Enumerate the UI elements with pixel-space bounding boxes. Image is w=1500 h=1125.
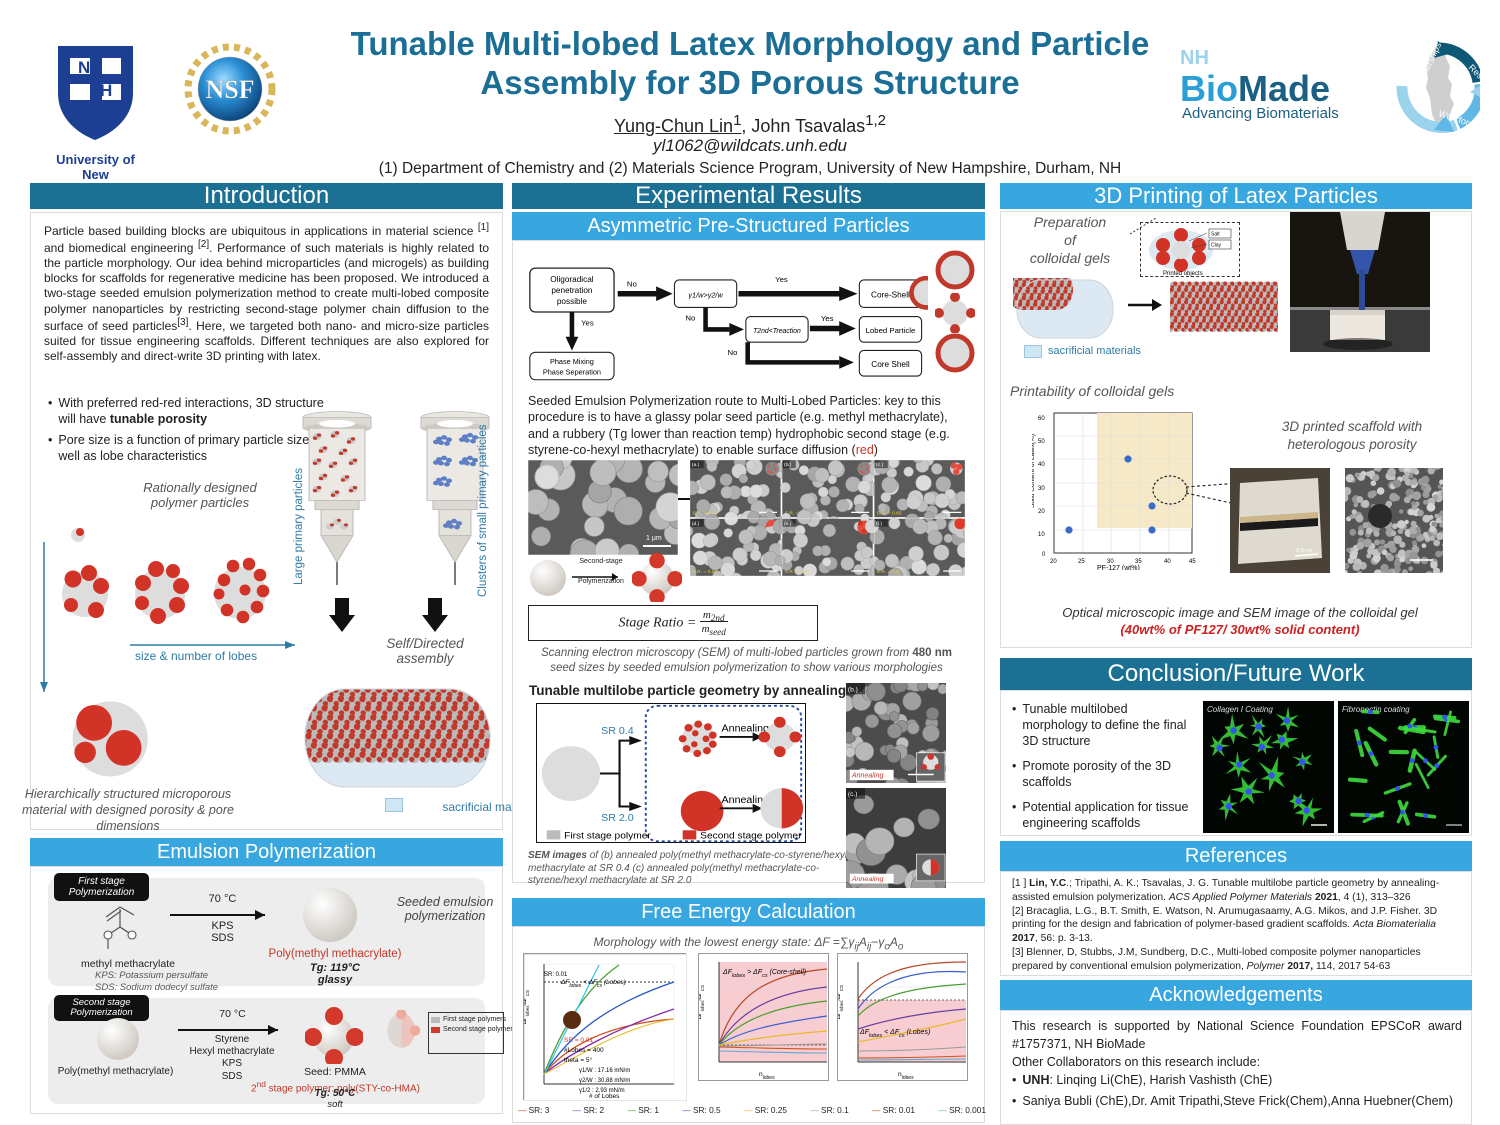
svg-text:nlobes: nlobes xyxy=(898,1071,914,1081)
svg-text:25: 25 xyxy=(1078,559,1085,565)
svg-text:Printed objects: Printed objects xyxy=(1163,271,1203,277)
svg-text:NH: NH xyxy=(1180,47,1209,69)
svg-text:Oligoradical: Oligoradical xyxy=(550,275,594,284)
svg-text:50: 50 xyxy=(1038,439,1045,445)
svg-text:Core Shell: Core Shell xyxy=(871,360,910,369)
svg-text:Phase Seperation: Phase Seperation xyxy=(543,367,601,376)
svg-text:SR: 0.01: SR: 0.01 xyxy=(544,972,568,978)
svg-text:S.R. = 0.80: S.R. = 0.80 xyxy=(692,569,717,575)
svg-text:Second stage polymer: Second stage polymer xyxy=(700,831,802,842)
svg-text:BioMade: BioMade xyxy=(1180,68,1330,109)
svg-text:PF-127 (wt%): PF-127 (wt%) xyxy=(1097,565,1140,570)
svg-text:ΔFlobes/ΔFCS: ΔFlobes/ΔFCS xyxy=(838,985,844,1019)
svg-text:S.R. = 0.65: S.R. = 0.65 xyxy=(877,510,902,516)
svg-text:γ1/w>γ2/w: γ1/w>γ2/w xyxy=(688,290,723,299)
svg-text:40: 40 xyxy=(1164,559,1171,565)
svg-text:Yes: Yes xyxy=(821,314,834,323)
svg-text:No: No xyxy=(685,313,695,322)
svg-text:size & number of lobes: size & number of lobes xyxy=(135,649,257,663)
svg-text:45: 45 xyxy=(1189,559,1196,565)
svg-text:30: 30 xyxy=(1038,486,1045,492)
svg-text:(c.): (c.) xyxy=(876,462,884,468)
svg-text:(f.): (f.) xyxy=(876,521,882,527)
svg-text:penetration: penetration xyxy=(551,286,593,295)
svg-text:γ1/W : 17.16 mN/m: γ1/W : 17.16 mN/m xyxy=(579,1068,630,1074)
svg-text:(c.): (c.) xyxy=(848,791,858,798)
svg-text:No: No xyxy=(728,348,738,357)
svg-text:Collagen I Coating: Collagen I Coating xyxy=(1207,705,1273,714)
svg-text:Lobed Particle: Lobed Particle xyxy=(866,326,916,335)
svg-text:Annealing: Annealing xyxy=(851,771,884,779)
svg-text:1 μm: 1 μm xyxy=(646,535,662,542)
svg-text:γ2/W : 30.88 mN/m: γ2/W : 30.88 mN/m xyxy=(579,1078,630,1084)
svg-text:(d.): (d.) xyxy=(692,521,700,527)
svg-text:10: 10 xyxy=(1038,532,1045,538)
svg-text:Core-Shell: Core-Shell xyxy=(871,290,910,299)
svg-text:theta = 5°: theta = 5° xyxy=(564,1056,592,1064)
svg-text:ΔFlobes/ΔFCS: ΔFlobes/ΔFCS xyxy=(699,985,705,1019)
svg-text:nlobes: nlobes xyxy=(759,1071,775,1081)
svg-text:0: 0 xyxy=(1042,552,1046,558)
svg-text:Yes: Yes xyxy=(581,319,594,328)
svg-text:S.R. = 1.0: S.R. = 1.0 xyxy=(785,569,807,575)
svg-text:60: 60 xyxy=(1038,416,1045,422)
svg-text:Phase Mixing: Phase Mixing xyxy=(550,357,594,366)
svg-text:(a.): (a.) xyxy=(692,462,700,468)
svg-text:40: 40 xyxy=(1038,462,1045,468)
svg-text:SR 2.0: SR 2.0 xyxy=(601,813,634,824)
svg-text:possible: possible xyxy=(557,297,588,306)
svg-text:Yes: Yes xyxy=(775,275,788,284)
svg-text:H: H xyxy=(100,81,112,100)
svg-text:Solid Content of Latex(%): Solid Content of Latex(%) xyxy=(1032,434,1036,508)
svg-text:Annealing: Annealing xyxy=(851,876,884,883)
svg-text:S.R. = 2.0: S.R. = 2.0 xyxy=(877,569,899,575)
svg-text:SR = 0.01: SR = 0.01 xyxy=(564,1037,593,1044)
svg-text:T2nd<Treaction: T2nd<Treaction xyxy=(753,328,801,335)
svg-text:First stage polymer: First stage polymer xyxy=(564,831,651,842)
svg-text:# of Lobes: # of Lobes xyxy=(589,1093,620,1100)
svg-text:(b.): (b.) xyxy=(848,687,858,694)
svg-text:SR 0.4: SR 0.4 xyxy=(601,726,634,737)
svg-text:Advancing Biomaterials: Advancing Biomaterials xyxy=(1182,105,1339,122)
svg-text:0.5 cm: 0.5 cm xyxy=(1296,548,1313,554)
svg-text:(e.): (e.) xyxy=(784,521,792,527)
svg-text:Salt: Salt xyxy=(1211,232,1220,238)
svg-text:N: N xyxy=(78,58,90,77)
svg-text:NSF: NSF xyxy=(205,75,254,104)
svg-text:(b.): (b.) xyxy=(784,462,792,468)
svg-text:No: No xyxy=(627,279,637,288)
svg-text:20: 20 xyxy=(1038,509,1045,515)
svg-text:20: 20 xyxy=(1050,559,1057,565)
svg-text:Clay: Clay xyxy=(1211,243,1222,249)
svg-text:#Lobes = 400: #Lobes = 400 xyxy=(564,1047,604,1054)
